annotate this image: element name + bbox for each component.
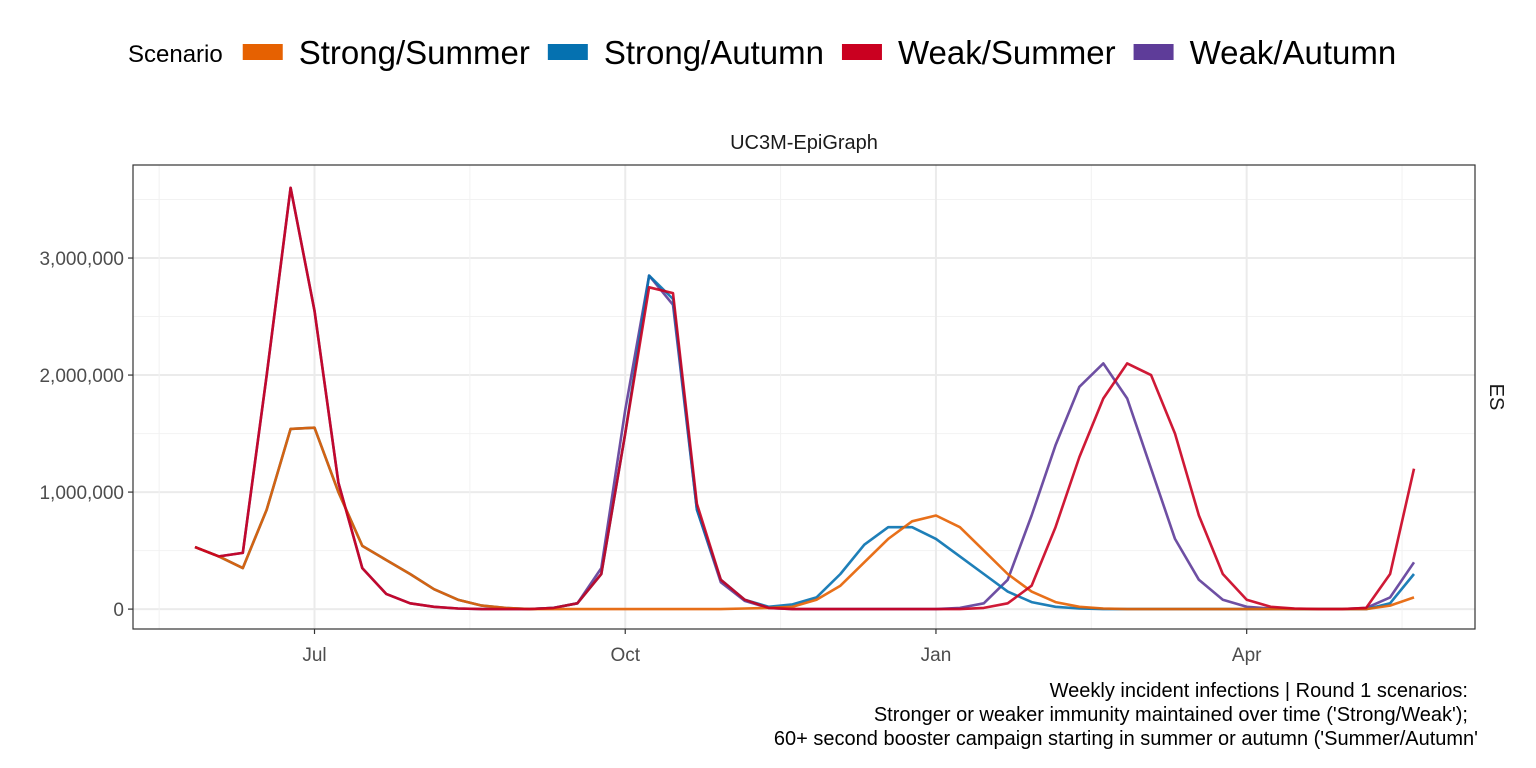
caption: 60+ second booster campaign starting in … (774, 728, 1478, 750)
lines (194, 186, 1416, 611)
caption: Weekly incident infections | Round 1 sce… (1050, 680, 1468, 702)
panel-border (132, 164, 1476, 630)
legend-key (1133, 44, 1174, 60)
legend-label: Strong/Summer (299, 34, 530, 71)
caption: Stronger or weaker immunity maintained o… (874, 704, 1468, 726)
facet-label: UC3M-EpiGraph (730, 132, 878, 154)
legend-title: Scenario (128, 41, 223, 68)
legend-label: Weak/Summer (898, 34, 1116, 71)
legend-key (841, 44, 882, 60)
row-label: ES (1485, 384, 1507, 411)
x-tick-label: Apr (1232, 645, 1262, 666)
series-line (194, 186, 1416, 611)
y-tick-label: 3,000,000 (39, 249, 124, 270)
series-line (194, 426, 1415, 611)
x-tick-label: Jan (921, 645, 952, 666)
x-tick-label: Oct (610, 645, 640, 666)
legend-key (242, 44, 283, 60)
y-tick-label: 2,000,000 (39, 366, 124, 387)
y-tick-label: 1,000,000 (39, 483, 124, 504)
legend-label: Weak/Autumn (1190, 34, 1397, 71)
legend-key (547, 44, 588, 60)
y-tick-label: 0 (113, 600, 124, 621)
legend-label: Strong/Autumn (604, 34, 824, 71)
x-tick-label: Jul (302, 645, 326, 666)
